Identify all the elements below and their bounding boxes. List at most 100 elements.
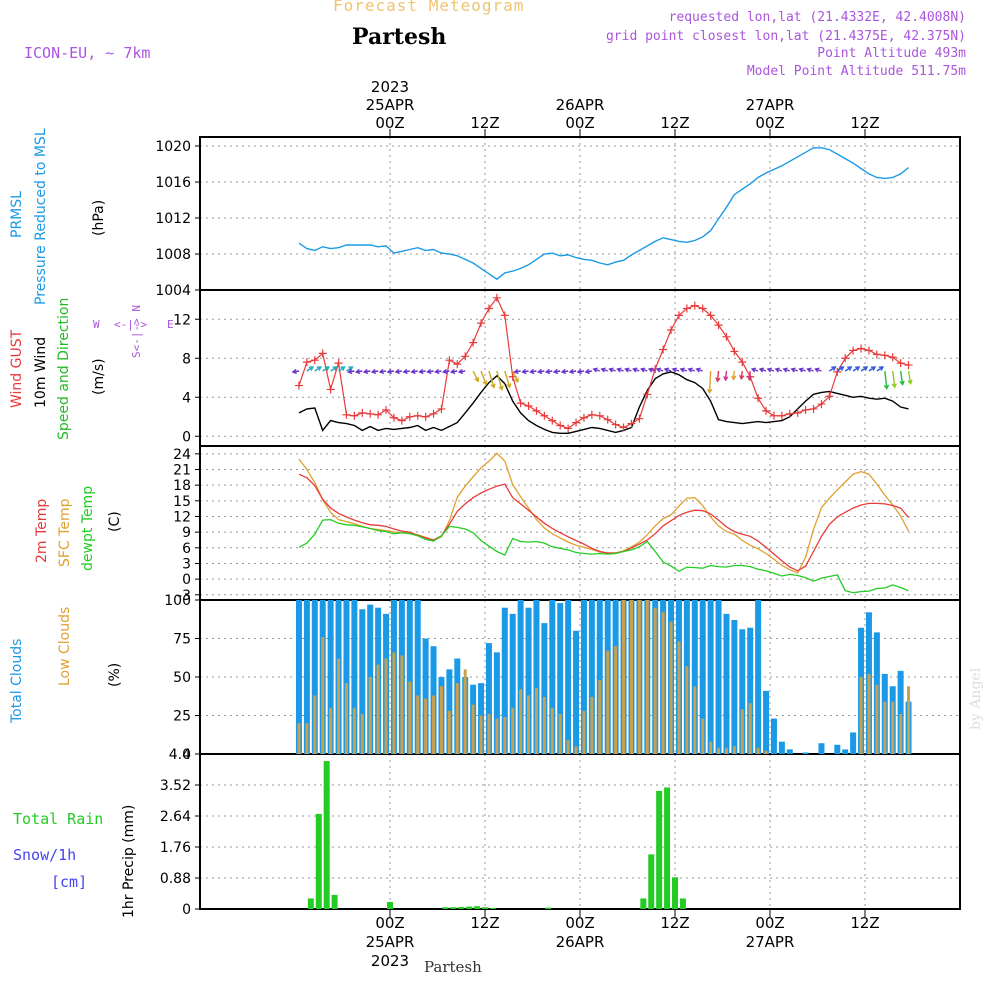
gust-marker bbox=[445, 356, 454, 365]
rain-bar bbox=[648, 854, 655, 909]
wind-direction-arrowhead bbox=[695, 367, 701, 373]
wind-direction-arrowhead bbox=[449, 368, 456, 375]
gust-marker bbox=[643, 390, 652, 399]
gust-marker bbox=[659, 345, 668, 354]
wind-direction-arrowhead bbox=[362, 368, 369, 375]
low-cloud-bar bbox=[590, 697, 594, 754]
wind-direction-arrowhead bbox=[731, 375, 737, 381]
gust-marker bbox=[857, 344, 866, 353]
wind-direction-arrowhead bbox=[340, 366, 346, 371]
gust-marker bbox=[310, 356, 319, 365]
x-tick-label-top: 12Z bbox=[470, 114, 499, 132]
rain-bar bbox=[482, 907, 488, 909]
gust-marker bbox=[397, 416, 406, 425]
y-tick-label: 0 bbox=[182, 429, 191, 445]
rain-bar bbox=[307, 898, 314, 909]
x-tick-label-bottom: 00Z bbox=[755, 914, 784, 932]
gust-marker bbox=[413, 411, 422, 420]
compass-ns: S<-|-> N bbox=[130, 305, 143, 358]
wind-direction-arrowhead bbox=[418, 368, 424, 375]
total-cloud-bar bbox=[778, 741, 785, 754]
x-tick-label-bottom: 12Z bbox=[470, 914, 499, 932]
low-cloud-bar bbox=[479, 715, 483, 754]
low-cloud-bar bbox=[756, 747, 760, 754]
low-cloud-bar bbox=[891, 701, 895, 754]
gust-marker bbox=[389, 413, 398, 422]
low-cloud-bar bbox=[724, 747, 728, 754]
low-cloud-bar bbox=[447, 710, 451, 754]
total-cloud-bar bbox=[580, 600, 587, 754]
wind-direction-arrowhead bbox=[394, 368, 400, 375]
total-cloud-bar bbox=[731, 620, 738, 754]
gust-marker bbox=[572, 418, 581, 427]
footer-location: Partesh bbox=[424, 958, 482, 976]
y-tick-label: 75 bbox=[173, 632, 191, 648]
wind-direction-arrowhead bbox=[891, 383, 897, 389]
wind-direction-arrowhead bbox=[402, 368, 408, 375]
y-tick-label: 0.88 bbox=[160, 871, 191, 887]
gust-marker bbox=[540, 411, 549, 420]
rain-bar bbox=[387, 901, 393, 909]
wind-direction-arrowhead bbox=[521, 368, 527, 375]
gust-marker bbox=[872, 350, 881, 359]
prmsl-label: PRMSL bbox=[9, 191, 25, 238]
credit: by Angel bbox=[968, 667, 984, 730]
rain-bar bbox=[656, 790, 663, 909]
low-cloud-bar bbox=[907, 686, 911, 754]
rain-bar bbox=[679, 898, 686, 909]
low-cloud-bar bbox=[693, 686, 697, 754]
wind-direction-arrowhead bbox=[354, 368, 361, 375]
wind-direction-arrowhead bbox=[715, 377, 721, 383]
low-cloud-bar bbox=[424, 698, 428, 754]
low-cloud-bar bbox=[534, 687, 538, 754]
total-cloud-bar bbox=[707, 600, 714, 754]
total-cloud-bar bbox=[485, 643, 492, 754]
gust-marker bbox=[682, 304, 691, 313]
wind-direction-arrowhead bbox=[490, 383, 496, 389]
total-cloud-bar bbox=[723, 613, 730, 754]
low-cloud-bar bbox=[740, 709, 744, 754]
precip-panel-frame bbox=[199, 753, 961, 910]
total-cloud-bar bbox=[596, 600, 603, 754]
low-cloud-bar bbox=[495, 718, 499, 754]
low-cloud-bar bbox=[717, 747, 721, 754]
total-cloud-bar bbox=[406, 600, 413, 754]
gust-marker bbox=[864, 346, 873, 355]
x-date-label-bottom: 27APR bbox=[746, 933, 795, 951]
x-tick-label-top: 00Z bbox=[565, 114, 594, 132]
total-cloud-bar bbox=[549, 600, 556, 754]
gust-marker bbox=[461, 352, 470, 361]
wind-direction-arrowhead bbox=[434, 368, 440, 375]
wind-direction-arrowhead bbox=[576, 368, 582, 375]
low-cloud-bar bbox=[558, 713, 562, 754]
wind-direction-arrowhead bbox=[655, 367, 662, 373]
rain-bar bbox=[466, 906, 473, 909]
wind-direction-arrowhead bbox=[498, 385, 504, 391]
total-cloud-bar bbox=[747, 627, 754, 754]
wind-direction-arrow bbox=[480, 370, 487, 385]
low-cloud-bar bbox=[574, 746, 578, 754]
cm-unit: [cm] bbox=[51, 873, 88, 891]
gust-marker bbox=[619, 423, 628, 432]
low-cloud-bar bbox=[376, 664, 380, 754]
gust-marker bbox=[405, 412, 414, 421]
gust-marker bbox=[817, 400, 826, 409]
total-cloud-bar bbox=[850, 732, 857, 754]
dewpt-line bbox=[298, 518, 909, 594]
wind-direction-arrowhead bbox=[839, 366, 845, 371]
rain-bar bbox=[331, 894, 338, 909]
total-cloud-bar bbox=[343, 600, 350, 754]
gust-marker bbox=[674, 311, 683, 320]
total-cloud-bar bbox=[691, 600, 698, 754]
page-title: Partesh bbox=[352, 24, 447, 50]
gust-marker bbox=[564, 424, 573, 433]
gust-marker bbox=[366, 409, 375, 418]
wind-direction-arrowhead bbox=[552, 368, 559, 375]
wind-direction-arrowhead bbox=[855, 366, 861, 371]
gust-marker bbox=[627, 419, 636, 428]
wind-direction-arrowhead bbox=[831, 366, 837, 371]
gust-marker bbox=[730, 347, 739, 356]
low-cloud-bar bbox=[669, 621, 673, 754]
total-clouds-label: Total Clouds bbox=[9, 638, 25, 723]
